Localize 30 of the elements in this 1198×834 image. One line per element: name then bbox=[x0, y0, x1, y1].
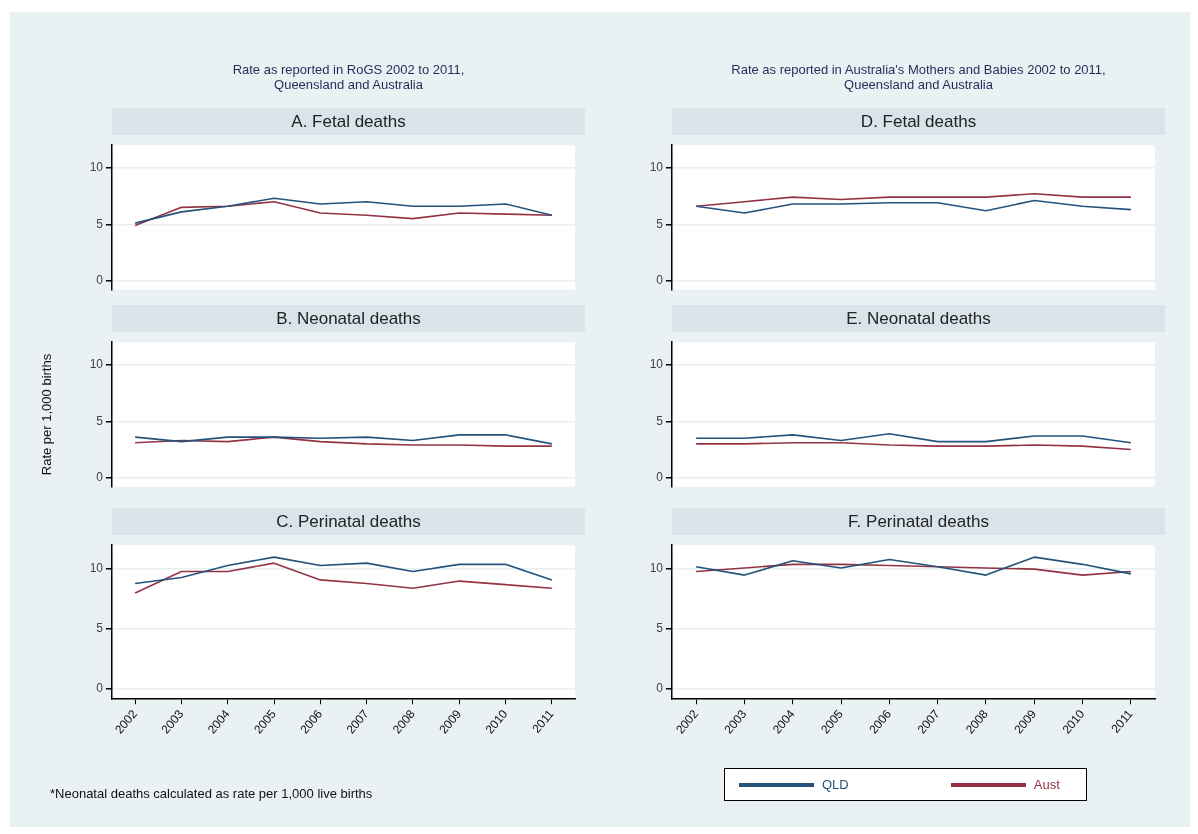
y-tick-label: 10 bbox=[89, 160, 104, 175]
chart-title: C. Perinatal deaths bbox=[112, 508, 585, 535]
chart-title: F. Perinatal deaths bbox=[672, 508, 1165, 535]
y-tick-label: 10 bbox=[649, 357, 664, 372]
chart-title: D. Fetal deaths bbox=[672, 108, 1165, 135]
chart-subtitle: Rate as reported in RoGS 2002 to 2011, Queensland and Australia bbox=[231, 62, 466, 92]
y-tick-label: 10 bbox=[649, 561, 664, 576]
y-tick-label: 0 bbox=[96, 470, 104, 485]
text: *Neonatal deaths calculated as rate per 1,000 live births bbox=[50, 786, 373, 801]
chart-subtitle: Rate as reported in Australia's Mothers and Babies 2002 to 2011, Queensland and Australia bbox=[730, 62, 1107, 92]
text: Aust bbox=[1033, 777, 1060, 792]
y-tick-label: 10 bbox=[89, 357, 104, 372]
y-tick-label: 5 bbox=[656, 413, 664, 428]
y-tick-label: 0 bbox=[656, 681, 664, 696]
y-tick-label: 5 bbox=[96, 413, 104, 428]
y-axis-title: Rate per 1,000 births bbox=[39, 353, 55, 476]
y-tick-label: 0 bbox=[656, 470, 664, 485]
y-tick-label: 0 bbox=[656, 273, 664, 288]
chart-title: E. Neonatal deaths bbox=[672, 305, 1165, 332]
chart-title: A. Fetal deaths bbox=[112, 108, 585, 135]
y-tick-label: 0 bbox=[96, 273, 104, 288]
y-tick-label: 5 bbox=[656, 621, 664, 636]
text: QLD bbox=[822, 777, 849, 792]
y-tick-label: 0 bbox=[96, 681, 104, 696]
y-tick-label: 10 bbox=[89, 561, 104, 576]
y-tick-label: 5 bbox=[96, 621, 104, 636]
y-tick-label: 5 bbox=[96, 216, 104, 231]
y-tick-label: 10 bbox=[649, 160, 664, 175]
chart-title: B. Neonatal deaths bbox=[112, 305, 585, 332]
y-tick-label: 5 bbox=[656, 216, 664, 231]
